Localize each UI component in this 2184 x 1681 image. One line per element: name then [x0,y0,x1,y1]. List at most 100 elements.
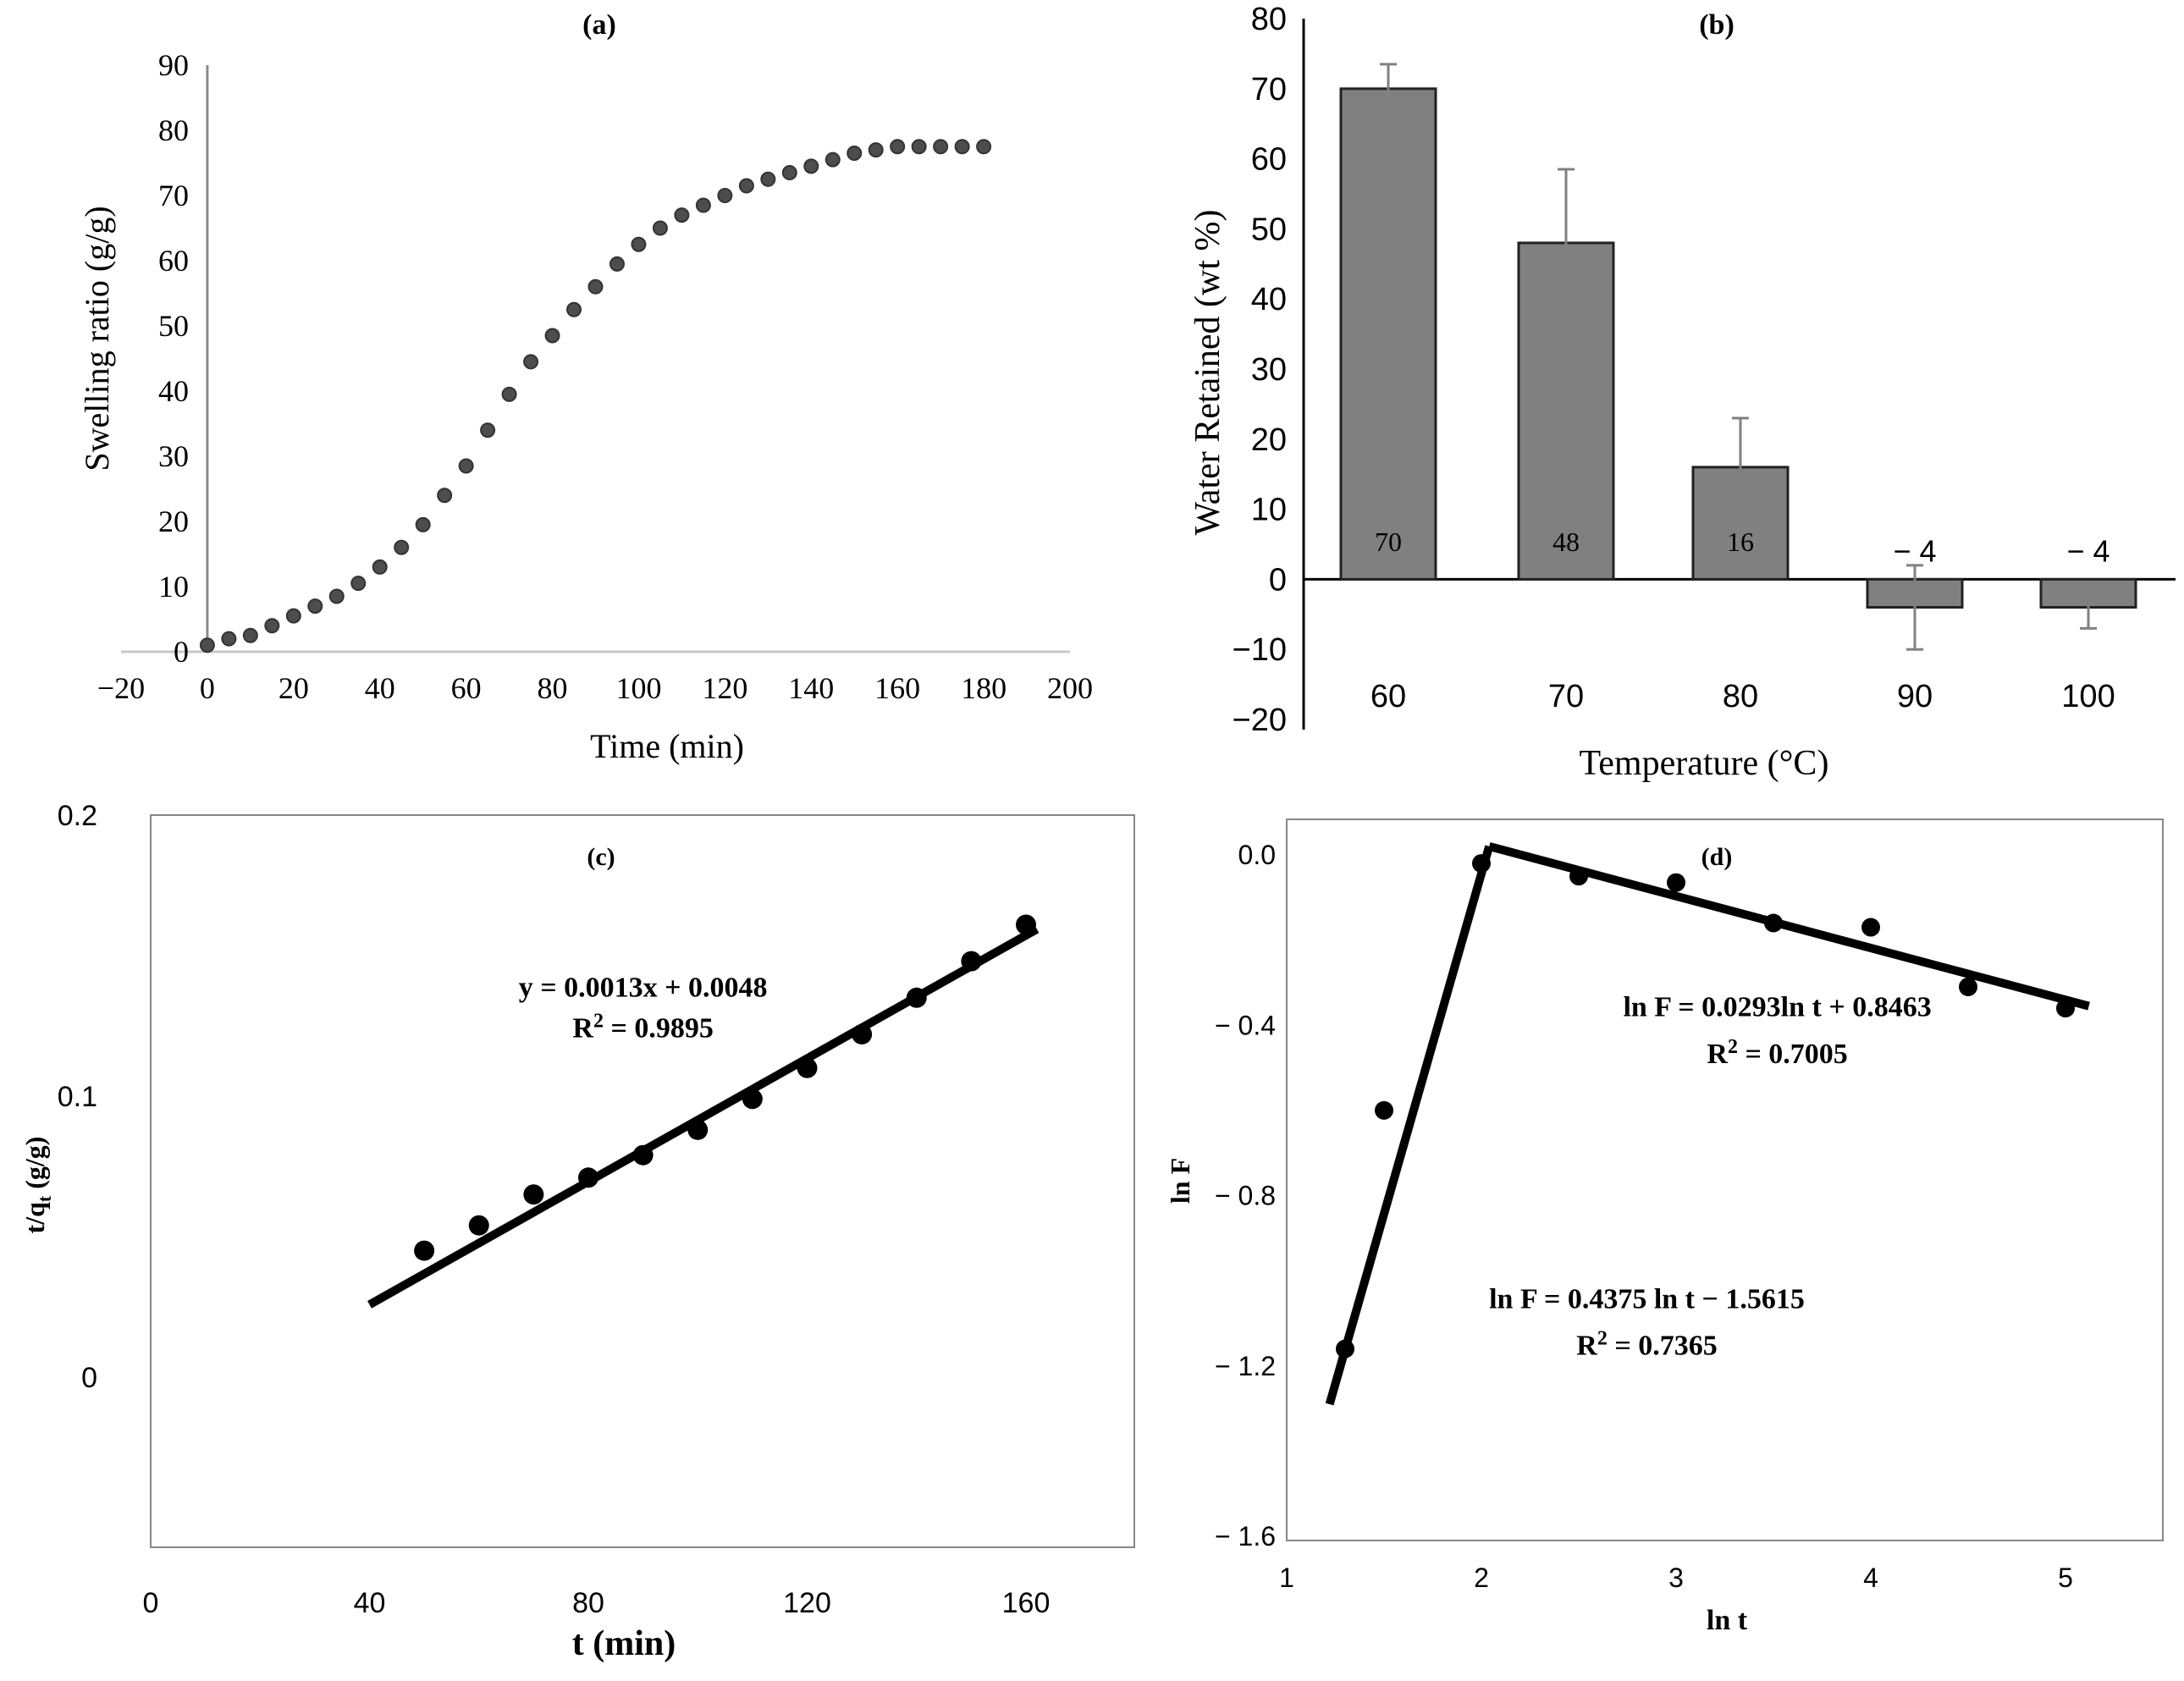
data-point [1375,1100,1393,1120]
x-tick-label: 70 [1548,679,1584,714]
equation-label: ln F = 0.0293ln t + 0.8463 [1623,992,1931,1023]
data-label: 70 [1375,526,1402,557]
r-squared-label: R2 = 0.9895 [572,1011,713,1044]
data-point [242,627,258,643]
x-tick-label: 140 [788,671,834,705]
data-point [825,152,841,168]
data-point [523,1184,544,1205]
data-point [350,576,367,592]
panel-d-xlabel: ln t [1707,1605,1748,1636]
fit-line [367,925,1040,1309]
x-tick-label: 3 [1668,1563,1684,1593]
panel-b-xlabel: Temperature (°C) [1580,744,1829,783]
data-point [1569,867,1588,886]
y-tick-label: − 0.8 [1215,1181,1276,1211]
y-tick-label: 70 [158,179,189,212]
data-point [221,631,237,647]
data-point [566,301,582,317]
panel-d-label: (d) [1701,843,1733,871]
data-point [414,1240,435,1261]
data-label: − 4 [2066,533,2110,568]
data-point [468,1215,489,1236]
data-point [199,637,215,653]
x-tick-label: 100 [2061,679,2115,714]
panel-c: (c) 0 40 80 120 160 0 0.1 0.2 y = 0.0013x + 0.00… [19,800,1135,1663]
x-tick-label: 200 [1047,671,1093,705]
data-point [307,598,323,615]
data-point [372,559,388,575]
x-tick-label: 4 [1863,1563,1878,1593]
data-point [415,516,431,532]
r-squared-label: R2 = 0.7005 [1707,1036,1847,1070]
y-tick-label: 50 [158,309,189,343]
y-tick-label: − 1.6 [1215,1521,1276,1551]
y-tick-label: 0 [174,635,189,669]
data-point [933,139,949,155]
panel-b-ylabel: Water Retained (wt %) [1189,210,1227,536]
y-tick-label: 30 [1251,352,1287,388]
data-point [437,488,453,504]
panel-b: (b) −20−1001020304050607080706048701680−… [1189,2,2176,783]
data-point [781,165,797,181]
x-tick-label: 180 [961,671,1007,705]
x-tick-label: 160 [1002,1587,1051,1619]
y-tick-label: 0.0 [1238,840,1276,870]
y-tick-label: 30 [158,439,189,473]
equation-label: y = 0.0013x + 0.0048 [519,973,768,1004]
x-tick-label: −20 [97,671,145,705]
y-tick-label: 20 [1251,422,1287,458]
y-tick-label: 0.1 [58,1081,97,1113]
panel-c-ylabel: t/qt (g/g) [19,1137,55,1234]
y-tick-label: −20 [1233,703,1287,738]
y-tick-label: 90 [158,48,189,82]
data-point [480,422,496,438]
panel-a: (a) −20 0 20 40 60 80 100 120 140 160 180 200 0 10 20 3… [78,9,1093,765]
y-tick-label: 60 [158,244,189,278]
x-tick-label: 40 [365,671,395,705]
data-point [847,145,863,161]
panel-c-label: (c) [587,843,615,871]
data-point [868,142,884,158]
data-point [264,618,280,634]
data-point [328,588,345,604]
x-tick-label: 120 [783,1587,831,1619]
x-tick-label: 120 [702,671,747,705]
data-point [1959,977,1977,996]
x-tick-label: 2 [1474,1563,1489,1593]
y-tick-label: 10 [1251,493,1287,528]
data-point [1861,918,1880,937]
fit-line [1325,845,1494,1406]
x-tick-label: 80 [538,671,568,705]
data-point [674,207,690,223]
x-tick-label: 60 [451,671,482,705]
panel-c-xlabel: t (min) [572,1624,676,1663]
data-point [609,256,625,272]
panel-d-plot: 1 2 3 4 5 0.0 − 0.4 − 0.8 − 1.2 − 1.6 ln F = 0.029… [1215,840,2090,1593]
data-point [695,197,711,213]
x-tick-label: 0 [200,671,215,705]
y-tick-label: 20 [158,504,189,538]
y-tick-label: − 1.2 [1215,1351,1276,1381]
panel-d-ylabel: ln F [1165,1158,1195,1204]
y-tick-label: 0 [1269,562,1287,598]
y-tick-label: −10 [1233,632,1287,668]
data-point [587,278,604,295]
data-point [803,158,819,174]
x-tick-label: 80 [1723,679,1758,714]
data-point [523,354,539,370]
x-tick-label: 20 [279,671,309,705]
fit-line [1487,842,2090,1011]
panel-c-ylabel-group: t/qt (g/g) [19,1137,55,1234]
y-tick-label: 0.2 [58,800,97,832]
data-point [911,139,927,155]
data-point [890,139,906,155]
panel-c-frame [150,814,1135,1548]
x-tick-label: 60 [1371,679,1406,714]
panel-c-plot: 0 40 80 120 160 0 0.1 0.2 y = 0.0013x + 0.0048 R2… [58,800,1051,1619]
data-point [760,171,776,187]
x-tick-label: 40 [354,1587,386,1619]
y-tick-label: 40 [158,374,189,408]
panel-d-frame [1286,818,2164,1541]
data-point [544,328,560,344]
